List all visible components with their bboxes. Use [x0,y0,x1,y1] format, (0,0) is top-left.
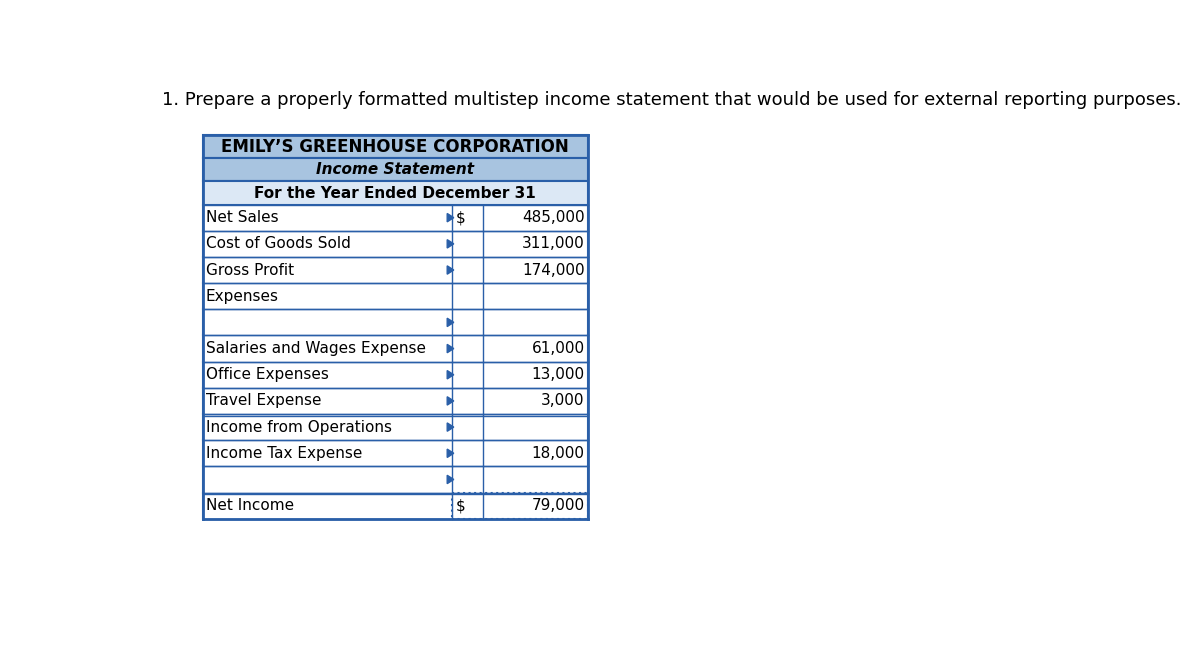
Text: Expenses: Expenses [206,289,278,304]
Polygon shape [448,423,454,432]
Text: Travel Expense: Travel Expense [206,393,322,408]
Text: Income Statement: Income Statement [317,162,474,178]
Text: 61,000: 61,000 [532,341,584,356]
Polygon shape [448,344,454,353]
Polygon shape [448,475,454,484]
Text: $: $ [455,210,466,225]
Text: Cost of Goods Sold: Cost of Goods Sold [206,236,350,251]
Polygon shape [448,266,454,274]
Polygon shape [448,397,454,405]
Text: EMILY’S GREENHOUSE CORPORATION: EMILY’S GREENHOUSE CORPORATION [222,138,569,156]
Bar [203,205,588,231]
Bar [203,231,588,257]
Text: 79,000: 79,000 [532,498,584,513]
Bar [203,158,588,182]
Bar [203,182,588,205]
Bar [203,388,588,414]
Bar [203,492,588,519]
Text: Income from Operations: Income from Operations [206,420,391,435]
Text: 13,000: 13,000 [532,367,584,382]
Bar [203,362,588,388]
Text: Salaries and Wages Expense: Salaries and Wages Expense [206,341,426,356]
Bar [203,440,588,466]
Polygon shape [448,371,454,379]
Bar [203,335,588,362]
Text: Gross Profit: Gross Profit [206,262,294,278]
Polygon shape [448,449,454,457]
Polygon shape [448,213,454,222]
Bar [203,466,588,492]
Text: Office Expenses: Office Expenses [206,367,329,382]
Text: 311,000: 311,000 [522,236,584,251]
Bar [203,135,588,158]
Text: 1. Prepare a properly formatted multistep income statement that would be used fo: 1. Prepare a properly formatted multiste… [162,91,1181,109]
Text: 18,000: 18,000 [532,446,584,461]
Text: 3,000: 3,000 [541,393,584,408]
Polygon shape [448,240,454,248]
Text: 174,000: 174,000 [522,262,584,278]
Text: Net Sales: Net Sales [206,210,278,225]
Bar [203,309,588,335]
Text: Net Income: Net Income [206,498,294,513]
Text: 485,000: 485,000 [522,210,584,225]
Text: $: $ [455,498,466,513]
Text: Income Tax Expense: Income Tax Expense [206,446,362,461]
Bar [203,257,588,283]
Text: For the Year Ended December 31: For the Year Ended December 31 [254,185,536,200]
Bar [203,283,588,309]
Polygon shape [448,318,454,327]
Bar [203,414,588,440]
